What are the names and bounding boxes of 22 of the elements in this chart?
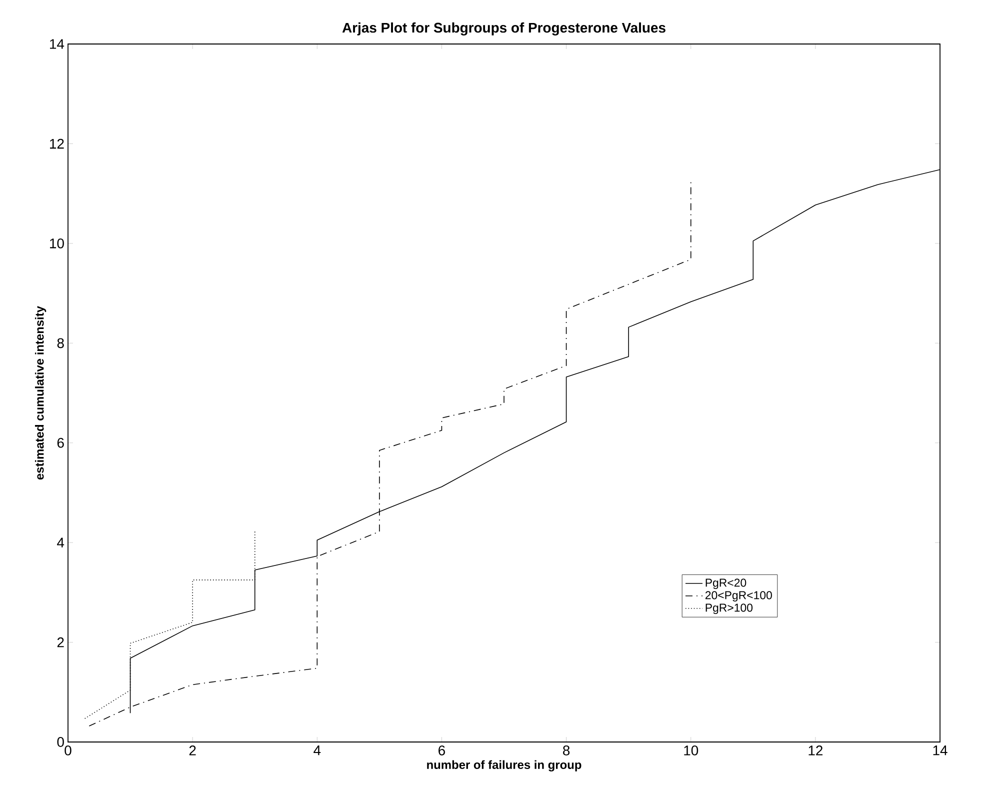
x-tick-label: 10 (684, 746, 698, 756)
y-tick-label: 0 (57, 737, 64, 747)
x-tick-label: 8 (563, 746, 570, 756)
y-tick-label: 8 (57, 338, 64, 348)
legend-label: PgR<20 (706, 578, 746, 590)
x-tick-label: 12 (808, 746, 822, 756)
x-tick-label: 6 (438, 746, 445, 756)
x-tick-label: 14 (933, 746, 948, 756)
chart-title: Arjas Plot for Subgroups of Progesterone Values (342, 22, 666, 36)
x-tick-label: 2 (189, 746, 196, 756)
y-tick-label: 2 (57, 637, 64, 648)
y-tick-label: 12 (50, 138, 64, 149)
y-axis-title: estimated cumulative intensity (34, 306, 46, 480)
x-tick-label: 4 (314, 746, 321, 756)
x-tick-label: 0 (64, 746, 72, 756)
y-tick-label: 6 (57, 438, 64, 448)
legend-label: PgR>100 (706, 604, 753, 614)
y-tick-label: 14 (50, 39, 64, 49)
y-tick-label: 4 (57, 538, 64, 548)
x-axis-title: number of failures in group (427, 760, 582, 772)
y-tick-label: 10 (50, 238, 64, 248)
legend-label: 20<PgR<100 (705, 591, 772, 602)
